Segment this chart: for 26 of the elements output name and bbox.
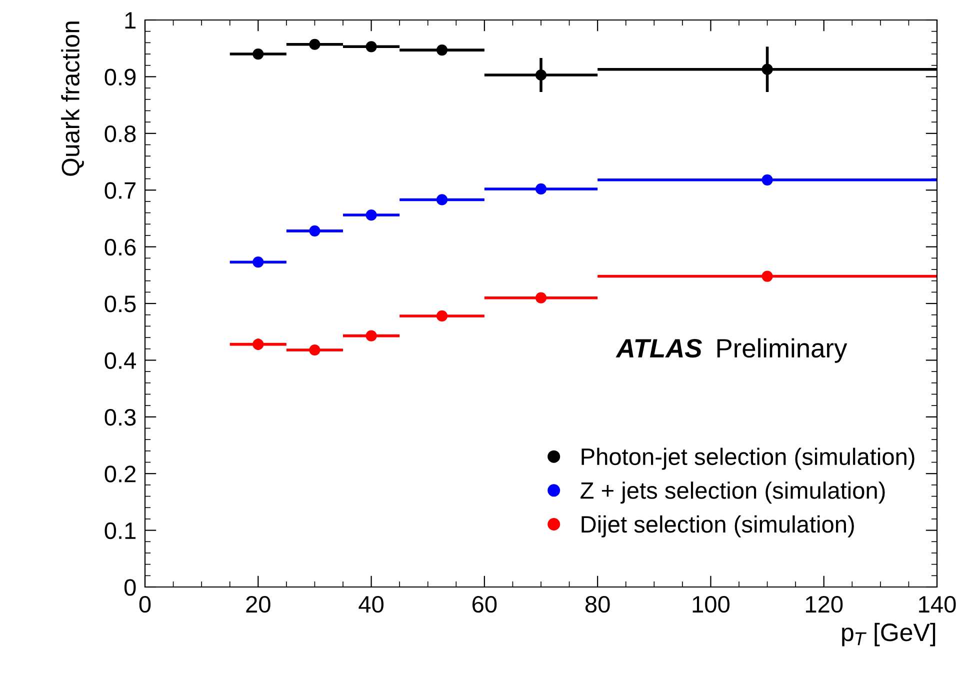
- x-axis-title: p$_{T}$ [GeV]: [842, 622, 936, 646]
- y-tick-label: 0: [124, 579, 136, 596]
- y-tick-label: 0.5: [104, 296, 136, 312]
- y-tick-label: 0.6: [104, 238, 136, 256]
- legend-label: Dijet selection (simulation): [582, 515, 854, 538]
- annotation: Preliminary: [717, 338, 848, 363]
- x-tick-label: 140: [919, 596, 956, 613]
- x-tick-label: 80: [585, 596, 610, 613]
- x-tick-label: 40: [358, 596, 384, 613]
- y-tick-label: 0.4: [104, 352, 136, 369]
- y-tick-label: 0.3: [104, 408, 136, 426]
- y-tick-label: 1: [125, 12, 136, 29]
- x-tick-label: 60: [472, 596, 497, 613]
- x-tick-label: 100: [692, 596, 730, 613]
- annotation: ATLAS: [616, 338, 702, 358]
- y-tick-label: 0.1: [104, 522, 136, 540]
- y-tick-label: 0.7: [104, 182, 136, 199]
- y-tick-label: 0.8: [104, 125, 136, 142]
- legend-label: Z + jets selection (simulation): [580, 482, 885, 504]
- x-tick-label: 0: [139, 596, 151, 613]
- legend-label: Photon-jet selection (simulation): [582, 448, 914, 470]
- y-tick-label: 0.9: [104, 68, 136, 86]
- x-tick-label: 120: [806, 596, 843, 613]
- x-tick-label: 20: [246, 596, 270, 613]
- y-axis-title: Quark fraction: [61, 22, 84, 176]
- y-tick-label: 0.2: [104, 466, 136, 482]
